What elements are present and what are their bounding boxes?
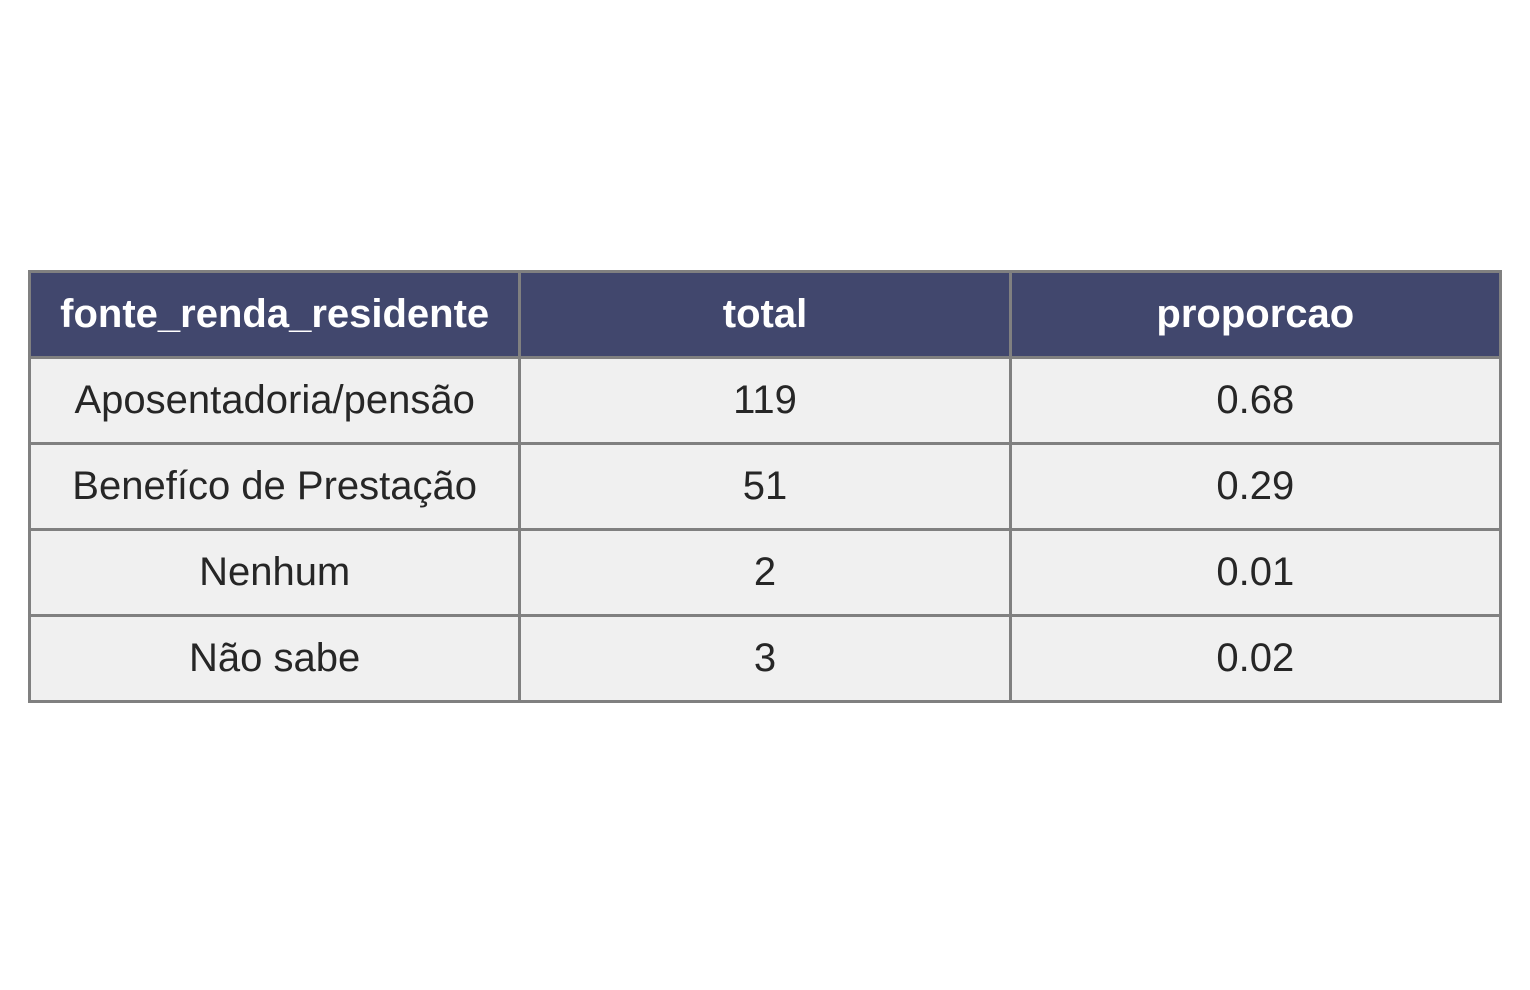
table-cell: 0.02 [1008, 614, 1503, 703]
table-cell: Não sabe [27, 614, 522, 703]
table-cell: 3 [518, 614, 1012, 703]
column-header-total: total [518, 270, 1012, 359]
table-header-row: fonte_renda_residente total proporcao [27, 270, 1503, 359]
data-table-container: fonte_renda_residente total proporcao Ap… [27, 270, 1503, 703]
table-cell: Aposentadoria/pensão [27, 356, 522, 445]
table-cell: Nenhum [27, 528, 522, 617]
column-header-proporcao: proporcao [1008, 270, 1503, 359]
table-row: Benefíco de Prestação 51 0.29 [27, 442, 1503, 531]
column-header-fonte-renda-residente: fonte_renda_residente [27, 270, 522, 359]
table-cell: 2 [518, 528, 1012, 617]
table-row: Nenhum 2 0.01 [27, 528, 1503, 617]
data-table: fonte_renda_residente total proporcao Ap… [27, 270, 1503, 703]
table-cell: 0.01 [1008, 528, 1503, 617]
table-cell: Benefíco de Prestação [27, 442, 522, 531]
table-row: Aposentadoria/pensão 119 0.68 [27, 356, 1503, 445]
table-cell: 119 [518, 356, 1012, 445]
table-cell: 0.68 [1008, 356, 1503, 445]
table-cell: 0.29 [1008, 442, 1503, 531]
table-row: Não sabe 3 0.02 [27, 614, 1503, 703]
table-cell: 51 [518, 442, 1012, 531]
